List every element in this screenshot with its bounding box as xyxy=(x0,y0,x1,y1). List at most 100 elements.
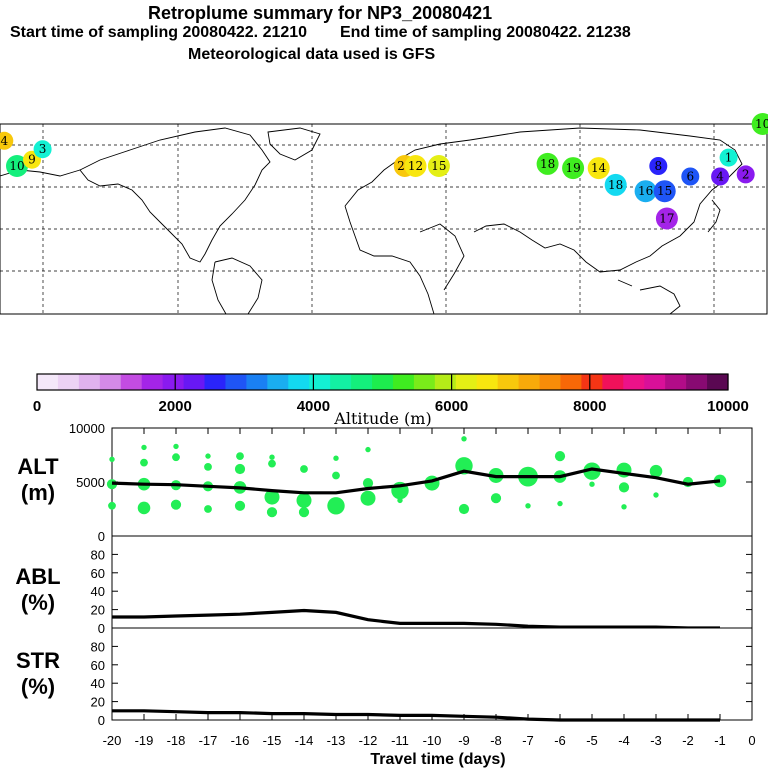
x-tick-label: -13 xyxy=(327,733,346,748)
str-label-unit: (%) xyxy=(21,674,55,699)
alt-scatter-point xyxy=(653,492,659,498)
alt-y-ticks: 0 5000 10000 xyxy=(69,421,752,544)
alt-label-name: ALT xyxy=(17,454,59,479)
colorbar-title: Altitude (m) xyxy=(333,409,431,428)
plume-centroid xyxy=(655,207,678,230)
abl-y-ticks: 0 20 40 60 80 xyxy=(91,547,752,636)
centroid-day-label: 18 xyxy=(608,178,623,192)
alt-scatter-point xyxy=(621,504,627,510)
alt-scatter-point xyxy=(234,463,246,475)
y-tick-label: 0 xyxy=(98,713,105,728)
map-gridlines xyxy=(0,124,767,314)
colorbar-tick-label: 10000 xyxy=(707,398,749,415)
centroid-day-label: 15 xyxy=(657,184,672,198)
colorbar-swatch xyxy=(581,374,603,390)
x-axis-label: Travel time (days) xyxy=(370,751,505,768)
y-tick-label: 20 xyxy=(91,695,105,710)
colorbar-swatch xyxy=(99,374,122,390)
colorbar-swatch xyxy=(560,374,583,390)
colorbar-swatch xyxy=(455,374,478,390)
colorbar-swatch xyxy=(434,374,457,390)
centroid-day-label: 17 xyxy=(659,212,674,226)
y-tick-label: 60 xyxy=(91,566,105,581)
alt-scatter-point xyxy=(137,501,151,515)
alt-scatter-point xyxy=(365,446,371,453)
colorbar-tick-label: 4000 xyxy=(297,398,330,415)
x-tick-label: 0 xyxy=(748,733,755,748)
plume-centroid xyxy=(719,148,738,167)
x-tick-label: -17 xyxy=(199,733,218,748)
x-axis-ticks: -20 -19 -18 -17 -16 -15 -14 -13 -12 -11 -10 -9 -8 -7-… xyxy=(103,428,756,748)
colorbar-swatch xyxy=(78,374,101,390)
plume-centroid xyxy=(33,140,52,159)
plume-centroid xyxy=(649,157,668,175)
y-tick-label: 80 xyxy=(91,639,105,654)
plume-centroid xyxy=(711,167,730,186)
y-tick-label: 60 xyxy=(91,658,105,673)
alt-scatter-point xyxy=(296,492,312,508)
colorbar-swatch xyxy=(225,374,247,390)
colorbar-tick-label: 8000 xyxy=(573,398,606,415)
y-tick-label: 5000 xyxy=(76,475,105,490)
colorbar-swatch xyxy=(204,374,227,390)
centroid-day-label: 14 xyxy=(591,161,607,175)
altitude-colorbar: 0 2000 4000 6000 8000 10000 Altitude (m) xyxy=(33,373,749,428)
x-tick-label: -8 xyxy=(490,733,502,748)
colorbar-swatch xyxy=(288,374,310,390)
alt-scatter-point xyxy=(583,462,601,480)
alt-scatter-point xyxy=(266,507,278,518)
plume-centroid xyxy=(736,165,755,184)
centroid-day-label: 10 xyxy=(9,159,24,173)
alt-scatter-point xyxy=(109,456,115,462)
alt-scatter-point xyxy=(269,454,275,460)
x-tick-label: -9 xyxy=(458,733,470,748)
centroid-day-label: 8 xyxy=(654,159,662,173)
x-tick-label: -14 xyxy=(295,733,314,748)
str-label-name: STR xyxy=(16,648,60,673)
colorbar-tick-label: 6000 xyxy=(435,398,468,415)
alt-scatter-point xyxy=(490,493,502,504)
alt-scatter-point xyxy=(333,455,339,461)
centroid-day-label: 4 xyxy=(716,170,724,184)
alt-panel: 0 5000 10000 ALT (m) xyxy=(17,421,753,544)
centroid-day-label: 15 xyxy=(431,159,446,173)
alt-scatter-point xyxy=(205,453,211,459)
met-data-note: Meteorological data used is GFS xyxy=(188,46,436,63)
alt-mean-line xyxy=(111,467,721,495)
colorbar-swatch xyxy=(351,374,373,390)
x-tick-label: -4 xyxy=(618,733,630,748)
colorbar-swatch xyxy=(623,374,645,390)
x-tick-label: -7 xyxy=(522,733,534,748)
colorbar-swatch xyxy=(518,374,541,390)
centroid-day-label: 1 xyxy=(725,151,733,165)
alt-scatter-point xyxy=(170,499,182,510)
x-tick-label: -20 xyxy=(103,733,122,748)
chart-title: Retroplume summary for NP3_20080421 xyxy=(148,3,493,23)
y-tick-label: 40 xyxy=(91,584,105,599)
colorbar-tick-label: 0 xyxy=(33,398,41,415)
abl-label-unit: (%) xyxy=(21,590,55,615)
alt-scatter-point xyxy=(300,465,308,473)
alt-scatter-point xyxy=(268,459,276,468)
centroid-day-label: 10 xyxy=(755,117,768,131)
colorbar-swatch xyxy=(413,374,436,390)
alt-scatter-point xyxy=(458,503,470,515)
start-value: 20080422. 21210 xyxy=(182,24,308,41)
world-map-panel: 10934201215181914181615642110817 xyxy=(0,113,768,315)
x-tick-label: -11 xyxy=(391,733,409,748)
alt-scatter-point xyxy=(618,482,630,493)
alt-scatter-point xyxy=(649,464,663,478)
x-tick-label: -19 xyxy=(135,733,154,748)
y-tick-label: 0 xyxy=(98,529,105,544)
y-tick-label: 0 xyxy=(98,621,105,636)
alt-scatter-points xyxy=(106,436,727,518)
alt-scatter-point xyxy=(525,503,531,509)
alt-scatter-point xyxy=(234,500,246,511)
alt-scatter-point xyxy=(108,501,116,510)
plume-centroid xyxy=(653,180,676,203)
x-tick-label: -2 xyxy=(682,733,694,748)
alt-scatter-point xyxy=(461,436,467,442)
colorbar-swatch xyxy=(539,374,562,390)
alt-scatter-point xyxy=(360,490,376,506)
alt-scatter-point xyxy=(397,497,403,504)
